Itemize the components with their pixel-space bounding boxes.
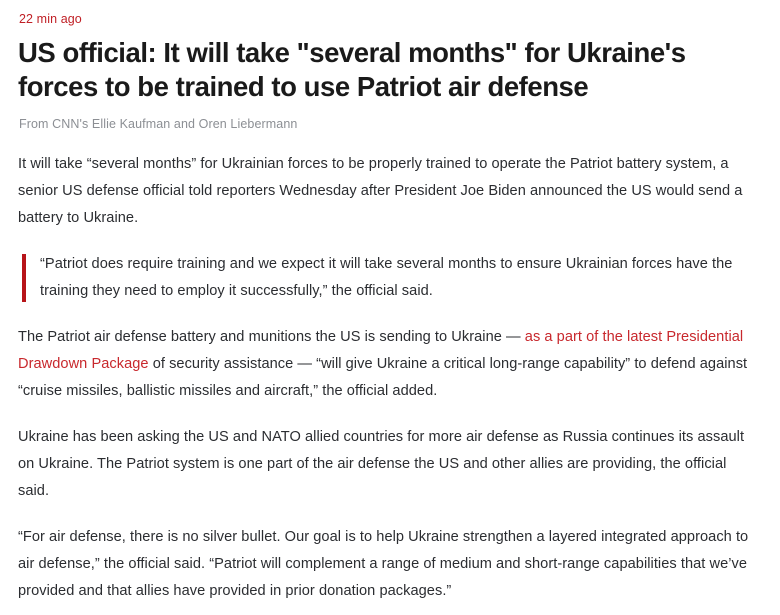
body-paragraph: It will take “several months” for Ukrain… bbox=[18, 156, 743, 226]
page-title: US official: It will take "several month… bbox=[18, 37, 686, 102]
body-paragraph: The Patriot air defense battery and muni… bbox=[18, 324, 754, 405]
body-paragraph: “For air defense, there is no silver bul… bbox=[18, 529, 749, 599]
body-paragraph: Ukraine has been asking the US and NATO … bbox=[18, 429, 745, 499]
article-timestamp: 22 min ago bbox=[19, 12, 82, 26]
pullquote-text: “Patriot does require training and we ex… bbox=[40, 256, 733, 299]
paragraph-lead-text: The Patriot air defense battery and muni… bbox=[18, 329, 525, 345]
article-byline: From CNN's Ellie Kaufman and Oren Lieber… bbox=[19, 117, 298, 131]
presidential-drawdown-package-link[interactable]: as a part of the latest Presidential Dra… bbox=[18, 329, 744, 372]
pullquote: “Patriot does require training and we ex… bbox=[18, 251, 754, 305]
paragraph-tail-text: of security assistance — “will give Ukra… bbox=[18, 356, 748, 399]
